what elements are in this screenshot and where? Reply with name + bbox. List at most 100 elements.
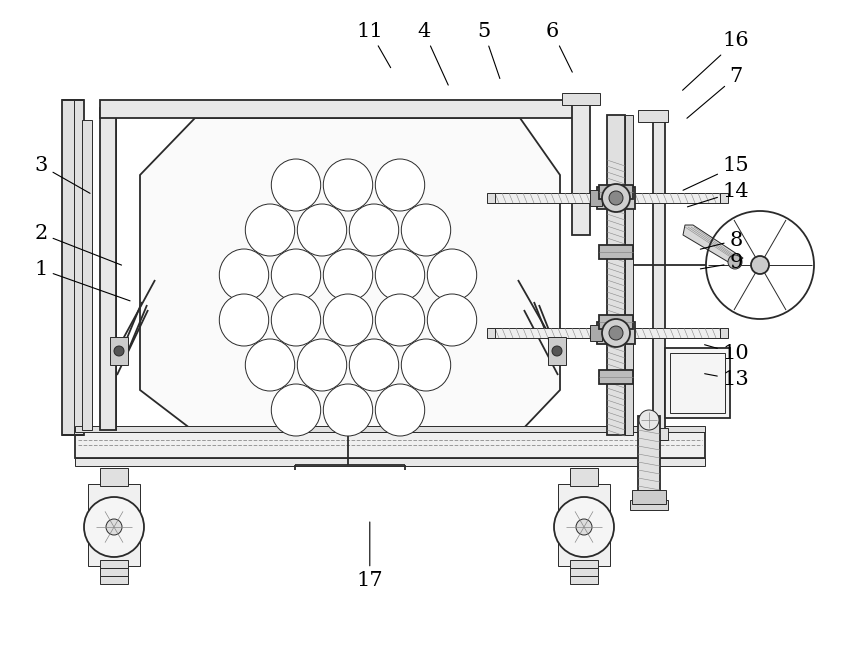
Circle shape bbox=[728, 255, 742, 269]
Ellipse shape bbox=[324, 249, 372, 301]
Circle shape bbox=[114, 346, 124, 356]
Bar bbox=[653, 115, 665, 435]
Bar bbox=[638, 110, 668, 122]
Circle shape bbox=[609, 326, 623, 340]
Text: 10: 10 bbox=[704, 344, 750, 363]
Text: 4: 4 bbox=[417, 21, 449, 85]
Bar bbox=[599, 245, 633, 259]
Text: 2: 2 bbox=[34, 224, 122, 265]
Bar bbox=[75, 426, 705, 432]
Bar bbox=[88, 484, 140, 566]
Ellipse shape bbox=[375, 249, 425, 301]
Bar bbox=[720, 193, 728, 203]
Bar bbox=[625, 115, 633, 435]
Text: 6: 6 bbox=[545, 21, 573, 72]
Bar bbox=[490, 328, 720, 338]
Ellipse shape bbox=[427, 249, 477, 301]
Bar bbox=[638, 428, 668, 440]
Text: 8: 8 bbox=[700, 230, 743, 250]
Polygon shape bbox=[140, 118, 560, 432]
Bar bbox=[548, 337, 566, 365]
Ellipse shape bbox=[375, 159, 425, 211]
Bar bbox=[599, 370, 633, 384]
Ellipse shape bbox=[271, 294, 321, 346]
Ellipse shape bbox=[271, 384, 321, 436]
Circle shape bbox=[639, 410, 659, 430]
Ellipse shape bbox=[401, 339, 451, 391]
Bar bbox=[572, 100, 590, 235]
Text: 16: 16 bbox=[682, 31, 750, 90]
Circle shape bbox=[106, 519, 122, 535]
Bar bbox=[62, 100, 84, 435]
Bar bbox=[100, 568, 128, 576]
Circle shape bbox=[751, 256, 769, 274]
Bar bbox=[82, 120, 92, 430]
Ellipse shape bbox=[271, 249, 321, 301]
Bar bbox=[665, 348, 730, 418]
Ellipse shape bbox=[401, 204, 451, 256]
Ellipse shape bbox=[219, 249, 269, 301]
Ellipse shape bbox=[349, 204, 399, 256]
Bar bbox=[100, 468, 128, 486]
Ellipse shape bbox=[246, 204, 294, 256]
Bar bbox=[670, 353, 725, 413]
Text: 3: 3 bbox=[34, 156, 90, 193]
Bar bbox=[607, 115, 625, 435]
Bar bbox=[100, 108, 116, 430]
Bar bbox=[638, 416, 660, 504]
Bar bbox=[599, 185, 633, 199]
Bar bbox=[599, 315, 633, 329]
Circle shape bbox=[602, 184, 630, 212]
Ellipse shape bbox=[324, 159, 372, 211]
Circle shape bbox=[602, 319, 630, 347]
Bar bbox=[597, 187, 635, 209]
Ellipse shape bbox=[297, 204, 347, 256]
Bar bbox=[110, 337, 128, 365]
Bar bbox=[632, 490, 666, 504]
Circle shape bbox=[576, 519, 592, 535]
Bar bbox=[570, 568, 598, 576]
Bar bbox=[558, 484, 610, 566]
Ellipse shape bbox=[297, 339, 347, 391]
Bar bbox=[597, 322, 635, 344]
Bar bbox=[487, 328, 495, 338]
Circle shape bbox=[84, 497, 144, 557]
Bar bbox=[590, 190, 602, 206]
Bar bbox=[100, 576, 128, 584]
Bar bbox=[100, 560, 128, 568]
Bar bbox=[75, 458, 705, 466]
Text: 15: 15 bbox=[683, 156, 750, 190]
Ellipse shape bbox=[375, 384, 425, 436]
Text: 14: 14 bbox=[687, 182, 750, 207]
Ellipse shape bbox=[246, 339, 294, 391]
Ellipse shape bbox=[427, 294, 477, 346]
Ellipse shape bbox=[324, 384, 372, 436]
Ellipse shape bbox=[219, 294, 269, 346]
Bar bbox=[490, 193, 720, 203]
Bar bbox=[590, 325, 602, 341]
Bar bbox=[487, 193, 495, 203]
Bar bbox=[720, 328, 728, 338]
Text: 9: 9 bbox=[700, 253, 743, 273]
Text: 17: 17 bbox=[356, 522, 383, 591]
Ellipse shape bbox=[271, 159, 321, 211]
Text: 13: 13 bbox=[704, 370, 750, 389]
Text: 7: 7 bbox=[687, 67, 743, 118]
Ellipse shape bbox=[375, 294, 425, 346]
Bar bbox=[570, 468, 598, 486]
Bar bbox=[630, 500, 668, 510]
Ellipse shape bbox=[349, 339, 399, 391]
Text: 11: 11 bbox=[356, 21, 390, 67]
Ellipse shape bbox=[324, 294, 372, 346]
Bar bbox=[570, 576, 598, 584]
Bar bbox=[75, 430, 705, 458]
Circle shape bbox=[552, 346, 562, 356]
Bar bbox=[570, 560, 598, 568]
Circle shape bbox=[554, 497, 614, 557]
Text: 1: 1 bbox=[34, 260, 130, 301]
Bar bbox=[100, 100, 578, 118]
Text: 5: 5 bbox=[477, 21, 500, 79]
Bar bbox=[562, 93, 600, 105]
Polygon shape bbox=[683, 225, 743, 266]
Circle shape bbox=[609, 191, 623, 205]
